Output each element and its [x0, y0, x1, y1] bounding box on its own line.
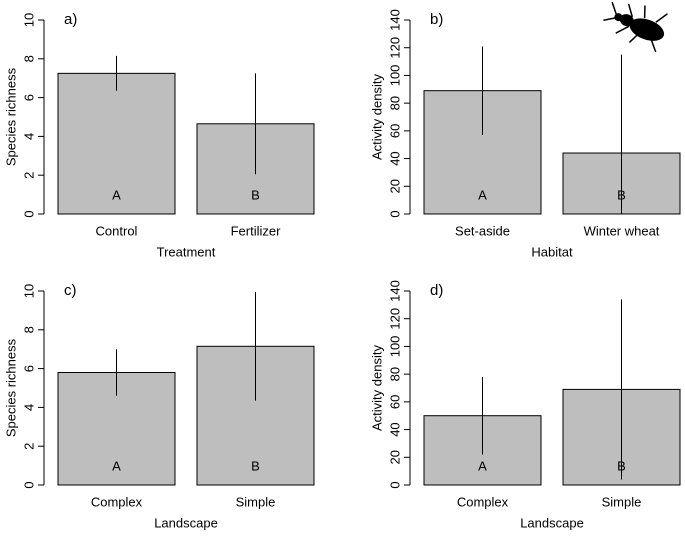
y-tick-label: 120 — [387, 37, 402, 59]
y-tick-label: 6 — [21, 94, 36, 101]
panel-label: d) — [430, 282, 443, 299]
y-tick-label: 0 — [387, 210, 402, 217]
y-tick-label: 8 — [21, 326, 36, 333]
y-tick-label: 6 — [21, 365, 36, 372]
y-tick-label: 140 — [387, 280, 402, 302]
y-tick-label: 100 — [387, 65, 402, 87]
significance-letter: A — [478, 187, 487, 202]
y-axis-title: Activity density — [369, 345, 384, 431]
y-tick-label: 10 — [21, 13, 36, 27]
y-tick-label: 0 — [387, 481, 402, 488]
y-tick-label: 4 — [21, 404, 36, 411]
panel: 0 20 40 60 80 100 120 140 Activity density Landsc… — [369, 280, 681, 530]
beetle-icon — [603, 1, 668, 53]
panel: 0 2 4 6 8 10 Species richness Landscape c) A Compl… — [3, 282, 315, 530]
significance-letter: B — [617, 187, 626, 202]
y-tick-label: 20 — [387, 179, 402, 193]
y-tick-label: 2 — [21, 172, 36, 179]
panel: 0 20 40 60 80 100 120 140 Activity density Habita… — [369, 9, 681, 259]
x-axis-title: Treatment — [157, 244, 216, 259]
y-tick-label: 60 — [387, 395, 402, 409]
panel: 0 2 4 6 8 10 Species richness Treatment a) A Contr… — [3, 11, 315, 259]
y-tick-label: 2 — [21, 443, 36, 450]
x-tick-label: Simple — [602, 494, 642, 509]
y-axis-title: Species richness — [3, 67, 18, 166]
y-axis-title: Species richness — [3, 338, 18, 437]
x-axis-title: Habitat — [531, 244, 573, 259]
y-tick-label: 20 — [387, 450, 402, 464]
x-tick-label: Set-aside — [455, 223, 510, 238]
y-tick-label: 40 — [387, 422, 402, 436]
y-tick-label: 40 — [387, 151, 402, 165]
y-tick-label: 60 — [387, 124, 402, 138]
x-tick-label: Complex — [91, 494, 143, 509]
significance-letter: A — [112, 458, 121, 473]
bar — [57, 72, 176, 215]
y-tick-label: 80 — [387, 367, 402, 381]
x-tick-label: Complex — [457, 494, 509, 509]
significance-letter: B — [251, 458, 260, 473]
y-tick-label: 100 — [387, 336, 402, 358]
panel-label: c) — [64, 282, 77, 299]
y-axis-title: Activity density — [369, 74, 384, 160]
x-tick-label: Fertilizer — [231, 223, 282, 238]
x-tick-label: Control — [96, 223, 138, 238]
y-tick-label: 10 — [21, 284, 36, 298]
significance-letter: A — [112, 187, 121, 202]
y-tick-label: 0 — [21, 210, 36, 217]
significance-letter: A — [478, 458, 487, 473]
significance-letter: B — [251, 187, 260, 202]
x-axis-title: Landscape — [520, 515, 584, 530]
x-tick-label: Simple — [236, 494, 276, 509]
x-axis-title: Landscape — [154, 515, 218, 530]
y-tick-label: 0 — [21, 481, 36, 488]
panel-label: a) — [64, 11, 77, 28]
y-tick-label: 4 — [21, 133, 36, 140]
x-tick-label: Winter wheat — [584, 223, 660, 238]
panel-label: b) — [430, 11, 443, 28]
significance-letter: B — [617, 458, 626, 473]
y-tick-label: 120 — [387, 308, 402, 330]
y-tick-label: 140 — [387, 9, 402, 31]
y-tick-label: 8 — [21, 55, 36, 62]
y-tick-label: 80 — [387, 96, 402, 110]
